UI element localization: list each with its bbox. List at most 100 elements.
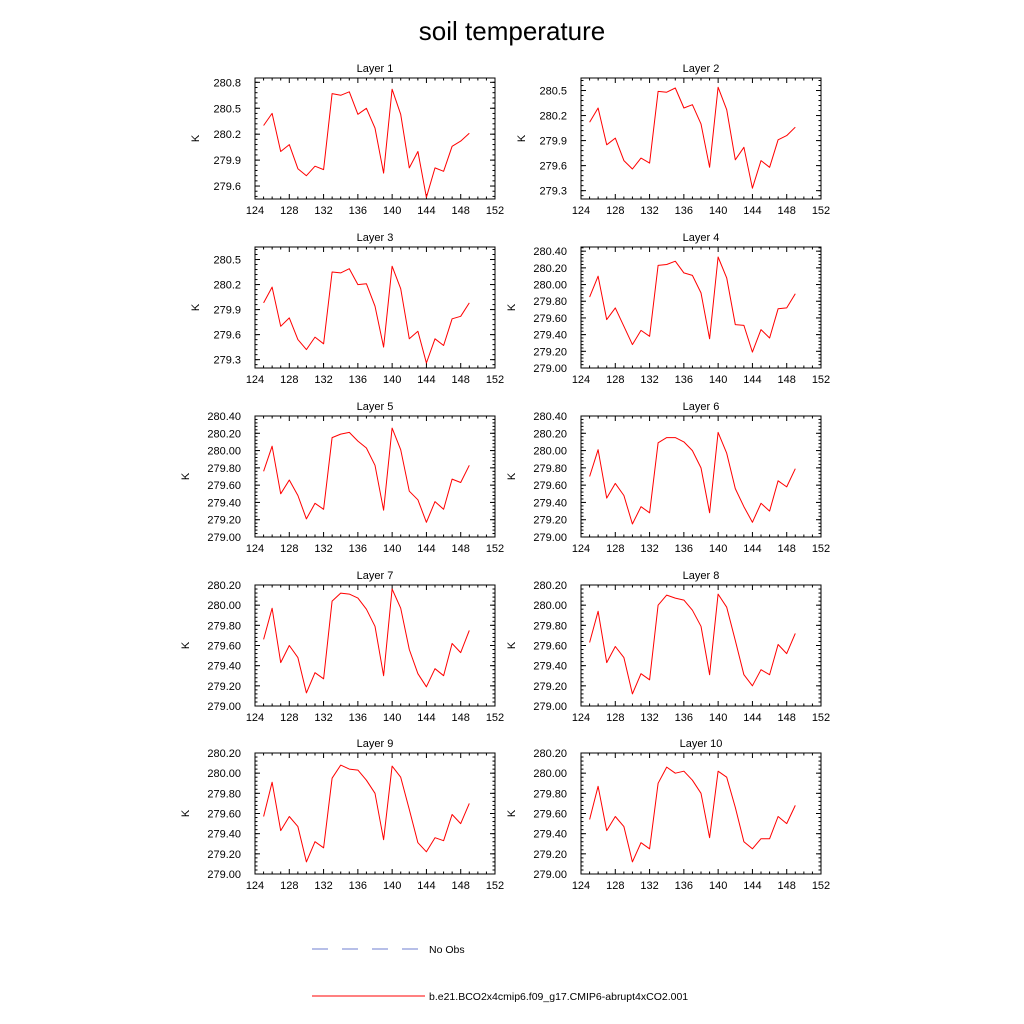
x-tick-label: 136 bbox=[675, 543, 693, 555]
y-tick-label: 279.80 bbox=[533, 296, 567, 308]
x-tick-label: 144 bbox=[743, 543, 761, 555]
x-tick-label: 144 bbox=[417, 543, 435, 555]
x-tick-label: 152 bbox=[486, 543, 504, 555]
y-tick-label: 280.00 bbox=[207, 446, 241, 458]
y-tick-label: 280.20 bbox=[207, 428, 241, 440]
x-tick-label: 128 bbox=[280, 205, 298, 217]
plot-frame bbox=[580, 752, 822, 875]
legend: No Obs b.e21.BCO2x4cmip6.f09_g17.CMIP6-a… bbox=[312, 944, 688, 1003]
x-tick-label: 148 bbox=[778, 712, 796, 724]
plot-frame bbox=[580, 415, 822, 538]
x-tick-label: 124 bbox=[572, 543, 590, 555]
y-tick-label: 279.20 bbox=[207, 515, 241, 527]
y-tick-label: 279.80 bbox=[207, 788, 241, 800]
panel-10: Layer 10 124 128 132 136 140 144 148 152 279.00 27… bbox=[506, 738, 830, 892]
panel-grid: Layer 1 124 128 132 136 140 144 148 152 279.6 279.… bbox=[180, 63, 830, 892]
y-axis-label: K bbox=[190, 134, 202, 142]
panel-title: Layer 5 bbox=[357, 401, 394, 413]
x-tick-label: 136 bbox=[349, 205, 367, 217]
x-tick-label: 128 bbox=[280, 880, 298, 892]
plot-frame bbox=[254, 77, 496, 200]
x-tick-label: 128 bbox=[606, 880, 624, 892]
x-tick-label: 136 bbox=[349, 880, 367, 892]
series-line bbox=[589, 86, 796, 189]
y-tick-label: 279.80 bbox=[207, 620, 241, 632]
y-tick-label: 279.6 bbox=[213, 181, 241, 193]
y-tick-label: 279.20 bbox=[533, 849, 567, 861]
y-tick-label: 279.60 bbox=[207, 641, 241, 653]
y-tick-label: 279.40 bbox=[207, 661, 241, 673]
x-tick-label: 152 bbox=[812, 543, 830, 555]
y-tick-label: 280.20 bbox=[533, 580, 567, 592]
panel-7: Layer 7 124 128 132 136 140 144 148 152 279.00 279… bbox=[180, 570, 504, 724]
y-tick-label: 279.40 bbox=[207, 829, 241, 841]
series-line bbox=[589, 256, 796, 353]
y-tick-label: 279.9 bbox=[213, 305, 241, 317]
y-tick-label: 280.2 bbox=[539, 111, 567, 123]
y-tick-label: 280.40 bbox=[207, 411, 241, 423]
x-tick-label: 132 bbox=[314, 543, 332, 555]
y-axis-label: K bbox=[506, 641, 518, 649]
y-tick-label: 279.20 bbox=[533, 346, 567, 358]
x-tick-label: 132 bbox=[314, 712, 332, 724]
x-tick-label: 140 bbox=[709, 543, 727, 555]
x-tick-label: 144 bbox=[417, 374, 435, 386]
panel-title: Layer 6 bbox=[683, 401, 720, 413]
x-tick-label: 128 bbox=[606, 374, 624, 386]
x-tick-label: 124 bbox=[572, 374, 590, 386]
x-tick-label: 148 bbox=[452, 880, 470, 892]
x-tick-label: 152 bbox=[486, 374, 504, 386]
x-tick-label: 148 bbox=[778, 374, 796, 386]
panel-3: Layer 3 124 128 132 136 140 144 148 152 279.3 279.… bbox=[190, 232, 504, 386]
series-line bbox=[263, 588, 470, 694]
x-tick-label: 124 bbox=[246, 374, 264, 386]
y-tick-label: 279.00 bbox=[207, 701, 241, 713]
x-tick-label: 136 bbox=[349, 374, 367, 386]
y-tick-label: 279.6 bbox=[539, 161, 567, 173]
y-tick-label: 279.20 bbox=[207, 681, 241, 693]
x-tick-label: 132 bbox=[640, 712, 658, 724]
series-line bbox=[263, 265, 470, 364]
y-tick-label: 279.40 bbox=[533, 661, 567, 673]
x-tick-label: 152 bbox=[486, 880, 504, 892]
x-tick-label: 128 bbox=[280, 543, 298, 555]
x-tick-label: 132 bbox=[640, 543, 658, 555]
plot-frame bbox=[580, 246, 822, 369]
x-tick-label: 148 bbox=[452, 374, 470, 386]
y-tick-label: 279.9 bbox=[539, 136, 567, 148]
series-line bbox=[589, 766, 796, 863]
panel-6: Layer 6 124 128 132 136 140 144 148 152 279.00 279… bbox=[506, 401, 830, 555]
x-tick-label: 132 bbox=[314, 880, 332, 892]
x-tick-label: 144 bbox=[417, 712, 435, 724]
x-tick-label: 132 bbox=[640, 374, 658, 386]
y-tick-label: 280.8 bbox=[213, 77, 241, 89]
y-tick-label: 280.20 bbox=[207, 580, 241, 592]
panel-2: Layer 2 124 128 132 136 140 144 148 152 279.3 279.… bbox=[516, 63, 830, 217]
x-tick-label: 132 bbox=[640, 880, 658, 892]
y-tick-label: 279.00 bbox=[533, 869, 567, 881]
x-tick-label: 128 bbox=[606, 205, 624, 217]
plot-frame bbox=[254, 584, 496, 707]
y-tick-label: 279.20 bbox=[533, 681, 567, 693]
panel-title: Layer 8 bbox=[683, 570, 720, 582]
plot-frame bbox=[254, 415, 496, 538]
y-tick-label: 280.5 bbox=[213, 255, 241, 267]
x-tick-label: 132 bbox=[314, 205, 332, 217]
x-tick-label: 148 bbox=[452, 205, 470, 217]
y-tick-label: 280.5 bbox=[213, 103, 241, 115]
x-tick-label: 140 bbox=[383, 712, 401, 724]
panel-5: Layer 5 124 128 132 136 140 144 148 152 279.00 279… bbox=[180, 401, 504, 555]
x-tick-label: 144 bbox=[743, 205, 761, 217]
x-tick-label: 132 bbox=[640, 205, 658, 217]
y-tick-label: 279.40 bbox=[533, 829, 567, 841]
x-tick-label: 140 bbox=[709, 205, 727, 217]
x-tick-label: 136 bbox=[675, 374, 693, 386]
y-tick-label: 279.60 bbox=[533, 641, 567, 653]
x-tick-label: 140 bbox=[709, 374, 727, 386]
series-line bbox=[263, 764, 470, 863]
panel-title: Layer 9 bbox=[357, 738, 394, 750]
x-tick-label: 140 bbox=[383, 880, 401, 892]
x-tick-label: 152 bbox=[486, 712, 504, 724]
x-tick-label: 128 bbox=[280, 374, 298, 386]
figure-title: soil temperature bbox=[419, 16, 605, 46]
